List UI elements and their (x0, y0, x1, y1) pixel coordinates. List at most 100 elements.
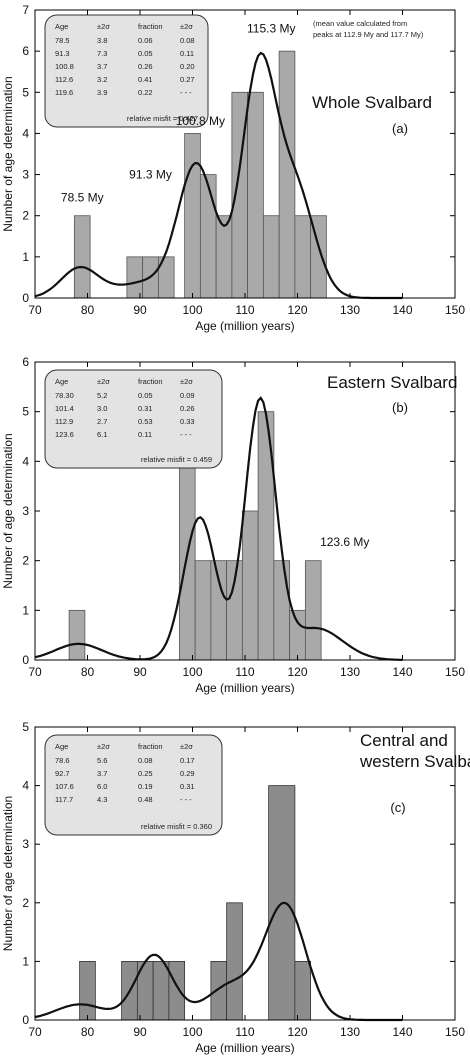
table-cell: 78.30 (55, 391, 74, 400)
table-header: ±2σ (180, 742, 193, 751)
x-tick-label: 110 (235, 1025, 254, 1039)
histogram-bar (289, 609, 306, 661)
histogram-bar (184, 133, 201, 299)
density-curve (34, 51, 403, 300)
x-tick-label: 110 (235, 303, 254, 317)
component-table-box (44, 14, 209, 128)
density-curve (34, 901, 403, 1022)
table-cell: 92.7 (55, 769, 70, 778)
x-tick-label: 120 (287, 665, 307, 679)
y-axis-label: Number of age determination (1, 76, 15, 231)
histogram-bar (178, 460, 196, 661)
y-tick-label: 5 (22, 85, 29, 99)
y-tick-label: 1 (22, 954, 29, 968)
table-cell: 117.7 (55, 795, 73, 804)
panel-label: (c) (390, 800, 405, 815)
histogram-bar (247, 91, 264, 299)
table-cell: 0.05 (138, 49, 153, 58)
peak-annotation: 78.5 My (61, 190, 104, 204)
y-axis-label: Number of age determination (1, 796, 15, 951)
table-cell: 0.17 (180, 756, 195, 765)
histogram-bar (294, 215, 312, 299)
x-tick-label: 150 (445, 665, 465, 679)
x-tick-label: 130 (340, 303, 360, 317)
x-tick-label: 140 (392, 1025, 412, 1039)
x-axis-label: Age (million years) (195, 319, 294, 333)
y-tick-label: 2 (22, 209, 29, 223)
table-cell: 78.5 (55, 36, 70, 45)
table-cell: 5.2 (97, 391, 107, 400)
table-header: ±2σ (180, 22, 193, 31)
y-tick-label: 1 (22, 250, 29, 264)
table-cell: 107.6 (55, 782, 74, 791)
table-cell: 2.7 (97, 417, 107, 426)
histogram-bar (194, 560, 212, 661)
mean-value-note: (mean value calculated from (313, 19, 407, 28)
y-tick-label: 5 (22, 720, 29, 734)
x-tick-label: 70 (28, 1025, 42, 1039)
x-tick-label: 80 (81, 1025, 95, 1039)
table-cell: 0.19 (138, 782, 153, 791)
table-cell: 0.29 (180, 769, 195, 778)
histogram-bar (294, 961, 312, 1021)
table-header: fraction (138, 22, 163, 31)
y-tick-label: 4 (22, 126, 29, 140)
table-cell: 100.8 (55, 62, 74, 71)
table-cell: 3.2 (97, 75, 107, 84)
histogram-bar (79, 961, 96, 1021)
chart-panel-3: 70 80 90 100 110 120 130 140 150 0 1 2 3 4 5 Age (milli… (1, 720, 470, 1055)
histogram-bar (152, 961, 170, 1021)
x-tick-label: 80 (81, 303, 95, 317)
density-curve (34, 396, 403, 661)
table-cell: 101.4 (55, 404, 74, 413)
table-cell: 0.26 (180, 404, 195, 413)
histogram-bar (304, 560, 322, 661)
table-cell: 6.0 (97, 782, 107, 791)
y-tick-label: 7 (22, 3, 29, 17)
table-cell: 3.8 (97, 36, 107, 45)
y-tick-label: 0 (22, 291, 29, 305)
peak-annotation: 100.8 My (176, 114, 225, 128)
table-cell: 0.33 (180, 417, 195, 426)
y-tick-label: 4 (22, 454, 29, 468)
table-cell: 112.6 (55, 75, 73, 84)
x-tick-label: 70 (28, 303, 42, 317)
table-header: fraction (138, 742, 163, 751)
x-tick-label: 140 (392, 665, 412, 679)
table-cell: 0.08 (180, 36, 195, 45)
table-cell: 119.6 (55, 88, 73, 97)
histogram-bar (199, 174, 217, 299)
x-tick-label: 80 (81, 665, 95, 679)
chart-panel-1: 70 80 90 100 110 120 130 140 150 0 1 2 3 4 5 6 7 Age (mil… (1, 3, 465, 333)
x-tick-label: 100 (182, 665, 202, 679)
y-tick-label: 2 (22, 896, 29, 910)
region-label: Eastern Svalbard (327, 373, 457, 392)
y-tick-label: 2 (22, 554, 29, 568)
x-tick-label: 150 (445, 303, 465, 317)
y-tick-label: 4 (22, 779, 29, 793)
table-cell: 7.3 (97, 49, 107, 58)
y-tick-label: 3 (22, 168, 29, 182)
x-tick-label: 120 (287, 1025, 307, 1039)
table-cell: 3.0 (97, 404, 107, 413)
x-tick-label: 140 (392, 303, 412, 317)
table-cell: 0.27 (180, 75, 195, 84)
x-tick-label: 90 (133, 665, 147, 679)
x-tick-label: 150 (445, 1025, 465, 1039)
x-tick-label: 110 (235, 665, 254, 679)
histogram-bar (262, 215, 280, 299)
x-tick-label: 120 (287, 303, 307, 317)
x-tick-label: 70 (28, 665, 42, 679)
x-tick-label: 100 (182, 303, 202, 317)
table-cell: 0.41 (138, 75, 153, 84)
y-tick-label: 3 (22, 837, 29, 851)
table-cell: 3.9 (97, 88, 107, 97)
histogram-bar (226, 902, 243, 1021)
table-cell: 0.31 (180, 782, 195, 791)
relative-misfit: relative misfit = 0.459 (141, 455, 212, 464)
table-cell: 0.08 (138, 756, 153, 765)
table-header: ±2σ (97, 742, 110, 751)
table-cell: 0.25 (138, 769, 153, 778)
